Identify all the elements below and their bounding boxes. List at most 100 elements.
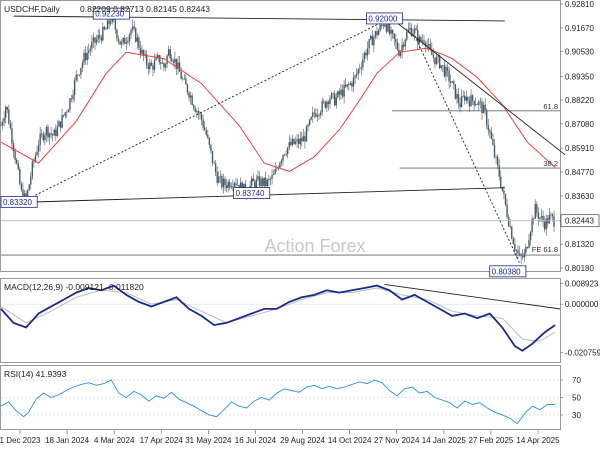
candle-body — [114, 19, 117, 30]
candle-body — [348, 84, 350, 85]
candle-body — [103, 26, 106, 30]
candle-body — [500, 176, 502, 187]
candle-body — [19, 168, 21, 185]
rsi-tick-label: 50 — [572, 394, 581, 403]
candle-body — [550, 214, 552, 215]
candle-body — [233, 183, 236, 187]
candle-body — [177, 62, 179, 70]
candle-body — [409, 27, 411, 30]
candle-body — [543, 221, 546, 230]
candle-body — [147, 65, 149, 70]
candle-body — [175, 58, 178, 70]
candle-body — [139, 47, 142, 54]
candle-body — [257, 176, 259, 180]
candle-body — [511, 226, 513, 239]
candle-body — [467, 96, 469, 101]
date-tick-label: 4 Mar 2024 — [94, 436, 135, 445]
candle-body — [232, 186, 234, 188]
price-tick-label: 0.91670 — [565, 24, 594, 33]
candle-body — [332, 93, 334, 94]
candle-body — [56, 126, 59, 136]
candle-body — [69, 98, 71, 110]
candle-body — [131, 26, 134, 30]
candle-body — [58, 121, 60, 127]
candle-body — [265, 177, 267, 187]
candle-body — [464, 95, 466, 101]
candle-body — [330, 93, 333, 99]
candle-body — [250, 178, 253, 186]
candle-body — [551, 214, 554, 217]
candle-body — [431, 49, 433, 55]
candle-body — [287, 147, 289, 155]
candle-body — [163, 62, 165, 68]
candle-body — [31, 161, 34, 177]
candle-body — [88, 50, 90, 53]
price-tick-label: 0.89350 — [565, 72, 594, 81]
candle-body — [48, 133, 51, 138]
candle-body — [155, 57, 157, 61]
candle-body — [66, 112, 68, 113]
candle-body — [540, 215, 543, 218]
candle-body — [498, 165, 500, 177]
candle-body — [153, 60, 156, 70]
candle-body — [528, 240, 530, 248]
candle-body — [214, 163, 217, 173]
candle-body — [468, 100, 471, 107]
candle-body — [3, 117, 5, 123]
candle-body — [222, 178, 225, 188]
candle-body — [89, 48, 92, 51]
candle-body — [442, 65, 444, 66]
candle-body — [473, 100, 475, 106]
candle-body — [216, 172, 218, 183]
candle-body — [421, 40, 424, 42]
rsi-panel — [0, 365, 561, 430]
candle-body — [522, 256, 524, 258]
candle-body — [288, 142, 290, 148]
date-tick-label: 1 Dec 2023 — [0, 436, 41, 445]
candle-body — [72, 94, 74, 100]
candle-body — [189, 95, 192, 98]
candle-body — [315, 113, 317, 117]
candle-body — [434, 57, 436, 65]
candle-body — [393, 33, 395, 40]
price-tick-label: 0.81320 — [565, 240, 594, 249]
candle-body — [149, 62, 151, 70]
candle-body — [84, 52, 87, 61]
candle-body — [73, 80, 76, 95]
candle-body — [470, 95, 472, 107]
candle-body — [301, 138, 303, 142]
candle-body — [230, 186, 233, 188]
candle-body — [94, 37, 96, 43]
candle-body — [291, 138, 294, 146]
candle-body — [219, 176, 222, 177]
candle-body — [395, 39, 397, 43]
candle-body — [67, 109, 70, 113]
candle-body — [454, 84, 457, 99]
candle-body — [503, 190, 505, 194]
candle-body — [432, 54, 435, 58]
candle-body — [340, 89, 342, 95]
candle-body — [185, 78, 187, 85]
candle-body — [509, 226, 511, 227]
candle-body — [449, 81, 452, 83]
candle-body — [352, 77, 355, 87]
macd-tick-label: -0.020759 — [565, 348, 600, 357]
candle-body — [205, 130, 207, 135]
candle-body — [128, 34, 131, 41]
candle-body — [329, 98, 331, 104]
candle-body — [428, 44, 430, 46]
candle-body — [391, 29, 394, 34]
candle-body — [199, 113, 201, 115]
candle-body — [183, 78, 186, 80]
candle-body — [360, 67, 363, 69]
candle-body — [260, 178, 262, 187]
candle-body — [62, 115, 65, 116]
date-tick-label: 14 Apr 2025 — [516, 436, 560, 445]
swing-point-box — [0, 195, 38, 208]
candle-body — [37, 145, 40, 152]
candle-body — [377, 30, 380, 36]
current-price-box — [560, 214, 600, 228]
trendline-rising-support — [20, 20, 385, 203]
